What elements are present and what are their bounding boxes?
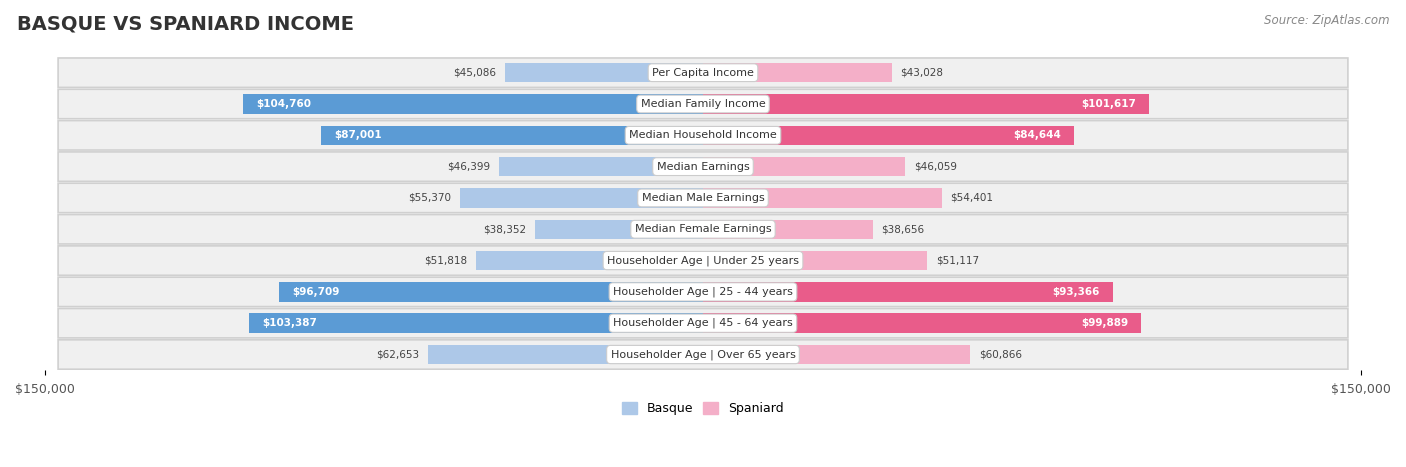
Text: $103,387: $103,387	[263, 318, 318, 328]
Text: $54,401: $54,401	[950, 193, 994, 203]
Bar	[249, 313, 703, 333]
Bar	[499, 157, 703, 177]
Text: $93,366: $93,366	[1052, 287, 1099, 297]
Text: Median Female Earnings: Median Female Earnings	[634, 224, 772, 234]
Bar	[703, 63, 891, 82]
Bar	[703, 126, 1074, 145]
Text: $62,653: $62,653	[377, 349, 419, 360]
Text: $104,760: $104,760	[256, 99, 312, 109]
Text: $45,086: $45,086	[453, 68, 496, 78]
FancyBboxPatch shape	[58, 340, 1348, 369]
Bar	[703, 282, 1112, 302]
Text: $46,059: $46,059	[914, 162, 957, 172]
FancyBboxPatch shape	[58, 183, 1348, 212]
Text: $96,709: $96,709	[292, 287, 339, 297]
Text: $46,399: $46,399	[447, 162, 491, 172]
Bar	[505, 63, 703, 82]
Legend: Basque, Spaniard: Basque, Spaniard	[617, 397, 789, 420]
Text: $101,617: $101,617	[1081, 99, 1136, 109]
Text: Householder Age | Under 25 years: Householder Age | Under 25 years	[607, 255, 799, 266]
Bar	[243, 94, 703, 113]
Text: $38,656: $38,656	[882, 224, 925, 234]
Bar	[703, 188, 942, 208]
Bar	[322, 126, 703, 145]
Bar	[278, 282, 703, 302]
Bar	[703, 94, 1149, 113]
FancyBboxPatch shape	[58, 58, 1348, 87]
Text: $43,028: $43,028	[900, 68, 943, 78]
Text: $55,370: $55,370	[408, 193, 451, 203]
Text: Median Earnings: Median Earnings	[657, 162, 749, 172]
FancyBboxPatch shape	[58, 246, 1348, 275]
Text: Median Male Earnings: Median Male Earnings	[641, 193, 765, 203]
Text: $60,866: $60,866	[979, 349, 1022, 360]
Bar	[703, 313, 1142, 333]
Bar	[703, 219, 873, 239]
Text: $87,001: $87,001	[335, 130, 382, 140]
Text: $51,117: $51,117	[936, 255, 979, 266]
Bar	[534, 219, 703, 239]
Bar	[475, 251, 703, 270]
Text: Source: ZipAtlas.com: Source: ZipAtlas.com	[1264, 14, 1389, 27]
Bar	[703, 251, 927, 270]
Text: Per Capita Income: Per Capita Income	[652, 68, 754, 78]
FancyBboxPatch shape	[58, 120, 1348, 150]
Bar	[460, 188, 703, 208]
FancyBboxPatch shape	[58, 152, 1348, 181]
FancyBboxPatch shape	[58, 277, 1348, 307]
Text: $38,352: $38,352	[482, 224, 526, 234]
Text: Median Household Income: Median Household Income	[628, 130, 778, 140]
Text: $51,818: $51,818	[423, 255, 467, 266]
Text: Householder Age | 25 - 44 years: Householder Age | 25 - 44 years	[613, 287, 793, 297]
FancyBboxPatch shape	[58, 309, 1348, 338]
Bar	[703, 157, 905, 177]
FancyBboxPatch shape	[58, 89, 1348, 119]
Text: Householder Age | Over 65 years: Householder Age | Over 65 years	[610, 349, 796, 360]
Text: $84,644: $84,644	[1014, 130, 1062, 140]
Bar	[429, 345, 703, 364]
FancyBboxPatch shape	[58, 214, 1348, 244]
Text: BASQUE VS SPANIARD INCOME: BASQUE VS SPANIARD INCOME	[17, 14, 354, 33]
Bar	[703, 345, 970, 364]
Text: Median Family Income: Median Family Income	[641, 99, 765, 109]
Text: Householder Age | 45 - 64 years: Householder Age | 45 - 64 years	[613, 318, 793, 328]
Text: $99,889: $99,889	[1081, 318, 1128, 328]
